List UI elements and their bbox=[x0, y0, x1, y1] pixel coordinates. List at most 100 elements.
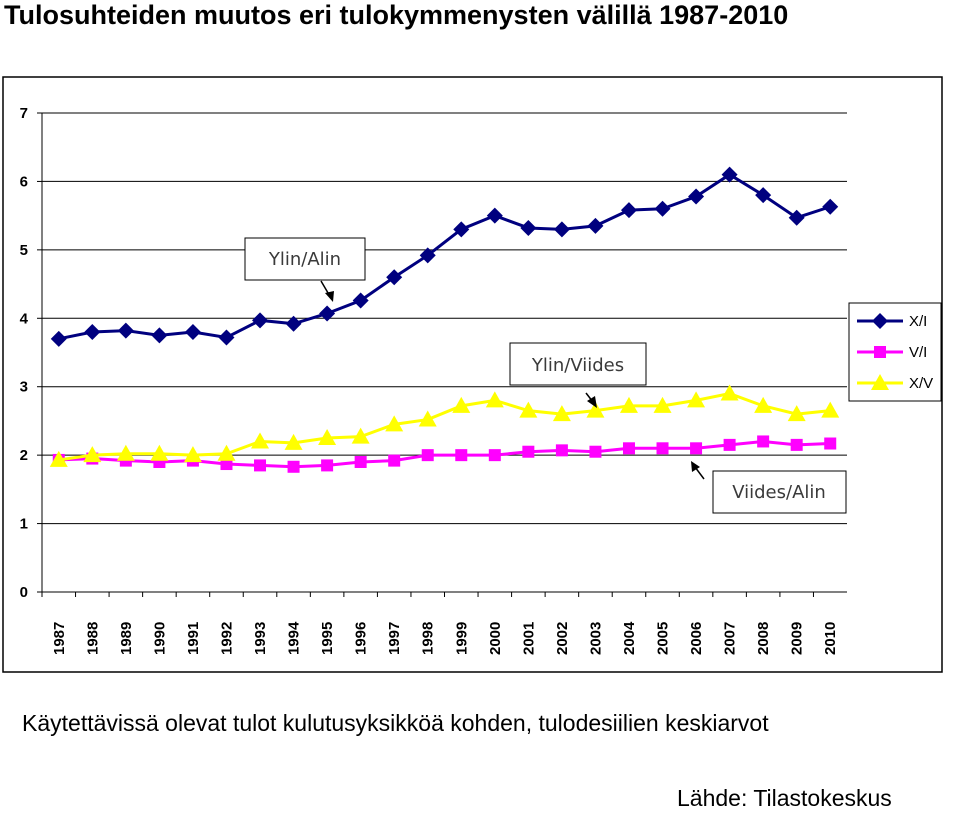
data-point bbox=[486, 207, 503, 224]
x-tick-label: 1995 bbox=[319, 622, 336, 655]
data-point bbox=[620, 202, 637, 219]
data-point bbox=[419, 247, 436, 264]
x-tick-label: 1989 bbox=[118, 622, 135, 655]
x-tick-label: 2000 bbox=[487, 622, 504, 655]
data-point bbox=[83, 446, 102, 463]
x-tick-label: 1988 bbox=[84, 622, 101, 655]
data-point bbox=[656, 442, 669, 455]
annotation-ylin-alin-label: Ylin/Alin bbox=[268, 249, 341, 270]
source-note: Lähde: Tilastokeskus bbox=[677, 785, 892, 811]
legend-item-x-v: X/V bbox=[857, 374, 933, 392]
data-point bbox=[822, 198, 839, 215]
data-point bbox=[453, 221, 470, 238]
data-point bbox=[723, 438, 736, 451]
y-tick-label: 0 bbox=[20, 584, 28, 601]
x-tick-label: 2001 bbox=[520, 622, 537, 655]
series-line bbox=[58, 172, 831, 341]
y-tick-label: 1 bbox=[20, 516, 28, 533]
data-point bbox=[555, 444, 568, 457]
data-point bbox=[821, 401, 840, 418]
data-point bbox=[217, 444, 236, 461]
x-tick-label: 1996 bbox=[353, 622, 370, 655]
data-point bbox=[183, 446, 202, 463]
data-point bbox=[321, 459, 334, 472]
data-point bbox=[351, 427, 370, 444]
series-line bbox=[58, 392, 831, 462]
x-tick-label: 1998 bbox=[420, 622, 437, 655]
data-point bbox=[824, 437, 837, 450]
data-point bbox=[522, 445, 535, 458]
data-point bbox=[318, 429, 337, 446]
data-point bbox=[788, 209, 805, 226]
y-tick-label: 4 bbox=[20, 310, 29, 327]
data-point bbox=[790, 438, 803, 451]
series-x-v bbox=[49, 384, 840, 467]
data-point bbox=[687, 391, 706, 408]
data-point bbox=[218, 329, 235, 346]
data-point bbox=[485, 391, 504, 408]
x-tick-label: 2008 bbox=[755, 622, 772, 655]
data-point bbox=[421, 449, 434, 462]
legend-swatch-marker bbox=[871, 374, 889, 390]
data-point bbox=[688, 188, 705, 205]
data-point bbox=[587, 217, 604, 234]
data-point bbox=[552, 405, 571, 422]
data-point bbox=[352, 292, 369, 309]
x-tick-label: 1994 bbox=[286, 621, 303, 655]
data-point bbox=[252, 312, 269, 329]
x-tick-label: 2009 bbox=[789, 622, 806, 655]
data-point bbox=[49, 450, 68, 467]
y-tick-label: 6 bbox=[20, 173, 28, 190]
data-point bbox=[452, 396, 471, 413]
y-tick-label: 3 bbox=[20, 379, 28, 396]
data-point bbox=[220, 458, 233, 471]
data-point bbox=[150, 444, 169, 461]
data-point bbox=[319, 305, 336, 322]
data-point bbox=[251, 432, 270, 449]
x-tick-label: 2003 bbox=[587, 622, 604, 655]
data-point bbox=[386, 269, 403, 286]
data-point bbox=[519, 401, 538, 418]
data-point bbox=[287, 460, 300, 473]
data-point bbox=[354, 455, 367, 468]
data-point bbox=[455, 449, 468, 462]
chart-caption: Käytettävissä olevat tulot kulutusyksikk… bbox=[22, 710, 769, 736]
data-point bbox=[754, 396, 773, 413]
data-point bbox=[757, 435, 770, 448]
data-point bbox=[117, 322, 134, 339]
data-point bbox=[50, 330, 67, 347]
legend-item-x-i: X/I bbox=[857, 313, 927, 330]
legend-label: V/I bbox=[909, 344, 927, 361]
data-point bbox=[284, 433, 303, 450]
data-point bbox=[553, 221, 570, 238]
x-tick-label: 2007 bbox=[722, 622, 739, 655]
y-tick-label: 2 bbox=[20, 447, 28, 464]
axes: 0 1 2 3 4 5 6 7 1987 1988 1989 1990 1991 1992 1993 1994… bbox=[20, 105, 847, 655]
chart-frame bbox=[2, 76, 943, 673]
x-tick-label: 1991 bbox=[185, 622, 202, 655]
x-tick-label: 2005 bbox=[655, 622, 672, 655]
legend-swatch-marker bbox=[872, 313, 888, 329]
data-point bbox=[690, 442, 703, 455]
x-tick-label: 1987 bbox=[51, 622, 68, 655]
data-point bbox=[388, 454, 401, 467]
legend-label: X/I bbox=[909, 313, 927, 330]
x-tick-label: 1990 bbox=[151, 622, 168, 655]
annotation-viides-alin-label: Viides/Alin bbox=[732, 482, 826, 503]
data-point bbox=[619, 396, 638, 413]
legend: X/I V/I X/V bbox=[848, 302, 942, 402]
legend-swatch-marker bbox=[874, 346, 886, 358]
x-tick-label: 2002 bbox=[554, 622, 571, 655]
data-point bbox=[721, 166, 738, 183]
data-point bbox=[589, 445, 602, 458]
x-tick-label: 1997 bbox=[386, 622, 403, 655]
x-tick-label: 1993 bbox=[252, 622, 269, 655]
x-tick-label: 2010 bbox=[822, 622, 839, 655]
data-point bbox=[787, 405, 806, 422]
data-point bbox=[520, 219, 537, 236]
x-tick-label: 1999 bbox=[453, 622, 470, 655]
x-tick-label: 2004 bbox=[621, 621, 638, 655]
data-point bbox=[184, 323, 201, 340]
legend-label: X/V bbox=[909, 375, 933, 392]
